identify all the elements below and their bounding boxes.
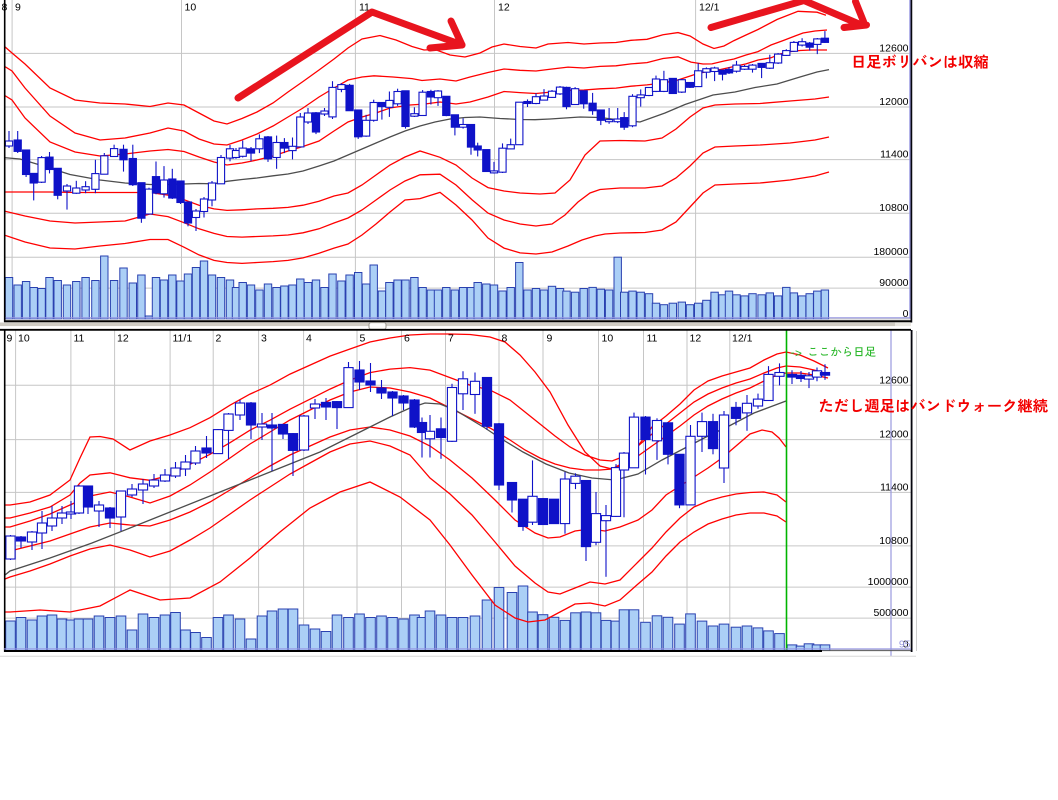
svg-text:9: 9 [7, 333, 13, 345]
svg-text:12000: 12000 [879, 96, 908, 108]
svg-text:180000: 180000 [873, 246, 908, 258]
svg-text:12: 12 [690, 333, 702, 345]
svg-text:11400: 11400 [880, 149, 909, 161]
svg-text:12/1: 12/1 [699, 2, 720, 14]
svg-text:10800: 10800 [879, 535, 908, 547]
svg-text:12: 12 [498, 2, 510, 14]
svg-text:11400: 11400 [880, 481, 909, 493]
svg-text:7: 7 [448, 333, 454, 345]
svg-text:3: 3 [261, 333, 267, 345]
svg-text:11: 11 [647, 333, 658, 345]
svg-text:9: 9 [15, 2, 21, 14]
svg-text:11: 11 [74, 333, 85, 345]
svg-text:5: 5 [360, 333, 366, 345]
svg-text:12600: 12600 [879, 374, 908, 386]
svg-text:95: 95 [899, 639, 911, 651]
svg-text:11/1: 11/1 [173, 333, 193, 345]
svg-text:12/1: 12/1 [732, 333, 753, 345]
svg-text:8: 8 [502, 333, 508, 345]
svg-text:12600: 12600 [879, 42, 908, 54]
svg-text:10: 10 [18, 333, 30, 345]
svg-text:12000: 12000 [879, 429, 908, 441]
svg-text:1000000: 1000000 [868, 576, 909, 588]
svg-text:4: 4 [306, 333, 312, 345]
svg-text:6: 6 [404, 333, 410, 345]
svg-text:9: 9 [547, 333, 553, 345]
svg-text:10800: 10800 [879, 202, 908, 214]
svg-text:12: 12 [117, 333, 129, 345]
svg-text:10: 10 [185, 2, 197, 14]
svg-text:0: 0 [903, 639, 909, 651]
svg-text:11: 11 [359, 2, 370, 14]
svg-text:2: 2 [216, 333, 222, 345]
svg-text:0: 0 [903, 308, 909, 320]
svg-text:10: 10 [602, 333, 614, 345]
svg-text:90000: 90000 [879, 277, 908, 289]
